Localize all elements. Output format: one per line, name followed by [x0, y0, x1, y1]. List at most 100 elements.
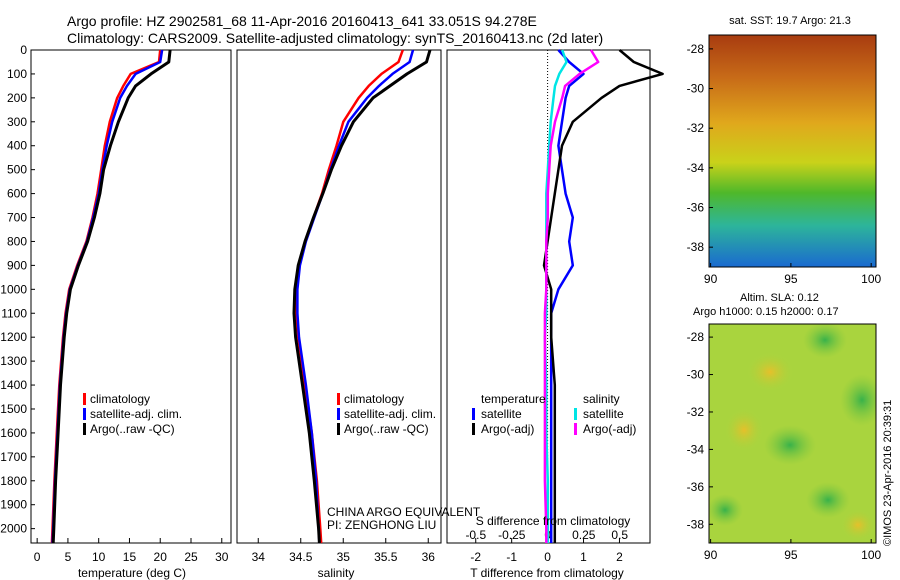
salinity-plot: 34 34.5 35 35.5 36: [252, 49, 435, 564]
temperature-axis-label: temperature (deg C): [78, 566, 186, 580]
s-tick-label: 0.5: [611, 528, 628, 542]
depth-tick-label: 600: [7, 187, 27, 201]
lat-tick-label: -28: [687, 330, 705, 344]
s-difference-axis-label: S difference from climatology: [476, 514, 631, 528]
legend-swatch-climatology: [337, 393, 340, 405]
legend-swatch-sal-argo: [574, 423, 577, 435]
legend-swatch-climatology: [83, 393, 86, 405]
legend-swatch-satellite: [337, 408, 340, 420]
sla-map-frame: [708, 323, 877, 544]
x-tick-label: 0: [34, 550, 41, 564]
depth-tick-label: 1100: [1, 306, 27, 320]
series-line-temperature-argo-adj-: [542, 49, 664, 543]
t-difference-axis-label: T difference from climatology: [470, 566, 624, 580]
legend-label-climatology: climatology: [344, 392, 404, 406]
legend-label-sal-satellite: satellite: [583, 407, 624, 421]
sla-cool-blob: [806, 482, 850, 518]
x-tick-label: 35: [337, 550, 351, 564]
sla-map-blobs: [709, 324, 876, 541]
sla-cool-blob: [803, 324, 847, 358]
legend-label-satellite: satellite-adj. clim.: [90, 407, 182, 421]
x-tick-label: 20: [154, 550, 168, 564]
lon-tick-label: 90: [704, 272, 718, 286]
lat-tick-label: -32: [687, 405, 705, 419]
lat-tick-label: -38: [687, 517, 705, 531]
lat-tick-label: -32: [687, 121, 705, 135]
lat-tick-label: -34: [687, 161, 705, 175]
sla-cool-blob: [840, 374, 876, 426]
series-line-argo-raw-qc-: [51, 49, 172, 544]
legend-swatch-argo: [83, 423, 86, 435]
sla-cool-blob: [764, 425, 816, 465]
series-line-temperature-satellite: [549, 49, 585, 543]
timestamp-stamp: ©IMOS 23-Apr-2016 20:39:31: [882, 400, 894, 546]
lon-tick-label: 100: [861, 548, 881, 562]
lat-tick-label: -36: [687, 201, 705, 215]
sst-map-title: sat. SST: 19.7 Argo: 21.3: [729, 15, 851, 27]
credit-line-2: PI: ZENGHONG LIU: [327, 518, 436, 532]
x-tick-label: 34: [252, 550, 266, 564]
depth-tick-label: 700: [7, 211, 27, 225]
title-line-1: Argo profile: HZ 2902581_68 11-Apr-2016 …: [67, 13, 537, 29]
legend-swatch-temp-argo: [472, 423, 475, 435]
x-tick-label: -1: [506, 550, 517, 564]
lat-tick-label: -28: [687, 42, 705, 56]
legend-swatch-satellite: [83, 408, 86, 420]
x-tick-label: 35.5: [374, 550, 398, 564]
depth-tick-label: 200: [7, 91, 27, 105]
legend-label-climatology: climatology: [90, 392, 150, 406]
sla-warm-blob: [724, 408, 764, 452]
x-tick-label: 10: [92, 550, 106, 564]
x-tick-label: 0: [544, 550, 551, 564]
depth-tick-label: 1300: [0, 354, 27, 368]
difference-plot: -2 -1 0 1 2-0.5 -0.25 0 0.25 0.5: [465, 49, 664, 564]
lat-tick-label: -36: [687, 480, 705, 494]
legend-swatch-temp-satellite: [472, 408, 475, 420]
sst-map-field: [709, 35, 876, 267]
s-tick-label: -0.25: [498, 528, 526, 542]
depth-tick-label: 100: [7, 67, 27, 81]
s-tick-label: -0.5: [465, 528, 486, 542]
salinity-panel: [236, 49, 442, 544]
depth-tick-label: 2000: [0, 522, 27, 536]
depth-tick-label: 1000: [0, 282, 27, 296]
depth-axis: 0 100 200 300 400 500 600 700 800 900 1000 1100 1200…: [0, 43, 35, 536]
difference-legend: temperature salinity satellite Argo(-adj…: [472, 392, 636, 436]
x-tick-label: 2: [616, 550, 623, 564]
map-axes: -28 -30 -32 -34 -36 -38 90 95 100 -28 -30 -32 -34 -36…: [687, 42, 882, 562]
lon-tick-label: 95: [784, 272, 798, 286]
depth-tick-label: 1900: [0, 498, 27, 512]
legend-label-temp-argo: Argo(-adj): [481, 422, 534, 436]
sst-map-frame: [708, 34, 877, 268]
lat-tick-label: -34: [687, 442, 705, 456]
depth-tick-label: 300: [7, 115, 27, 129]
depth-tick-label: 1500: [0, 402, 27, 416]
legend-swatch-argo: [337, 423, 340, 435]
lat-tick-label: -38: [687, 240, 705, 254]
legend-swatch-sal-satellite: [574, 408, 577, 420]
x-tick-label: 15: [123, 550, 137, 564]
lon-tick-label: 100: [861, 272, 881, 286]
depth-tick-label: 1800: [0, 474, 27, 488]
depth-tick-label: 500: [7, 163, 27, 177]
depth-tick-label: 900: [7, 258, 27, 272]
temperature-panel: [30, 49, 232, 544]
depth-tick-label: 1200: [0, 330, 27, 344]
legend-head-salinity: salinity: [583, 392, 620, 406]
x-tick-label: 34.5: [289, 550, 313, 564]
credit-line-1: CHINA ARGO EQUIVALENT: [327, 505, 481, 519]
title-line-2: Climatology: CARS2009. Satellite-adjuste…: [67, 30, 603, 46]
series-line-salinity-argo-adj-: [543, 49, 600, 543]
sla-cool-blob: [709, 494, 743, 526]
sla-warm-blob: [746, 352, 794, 392]
depth-tick-label: 1700: [0, 450, 27, 464]
depth-tick-label: 1600: [0, 426, 27, 440]
x-tick-label: 30: [215, 550, 229, 564]
depth-tick-label: 0: [20, 43, 27, 57]
sla-map-title-1: Altim. SLA: 0.12: [740, 292, 819, 304]
series-line-satellite-adj-clim-: [296, 49, 415, 544]
lat-tick-label: -30: [687, 368, 705, 382]
series-line-argo-raw-qc-: [292, 49, 432, 544]
sla-warm-blob: [840, 509, 876, 541]
temperature-legend: climatology satellite-adj. clim. Argo(..…: [83, 392, 182, 436]
